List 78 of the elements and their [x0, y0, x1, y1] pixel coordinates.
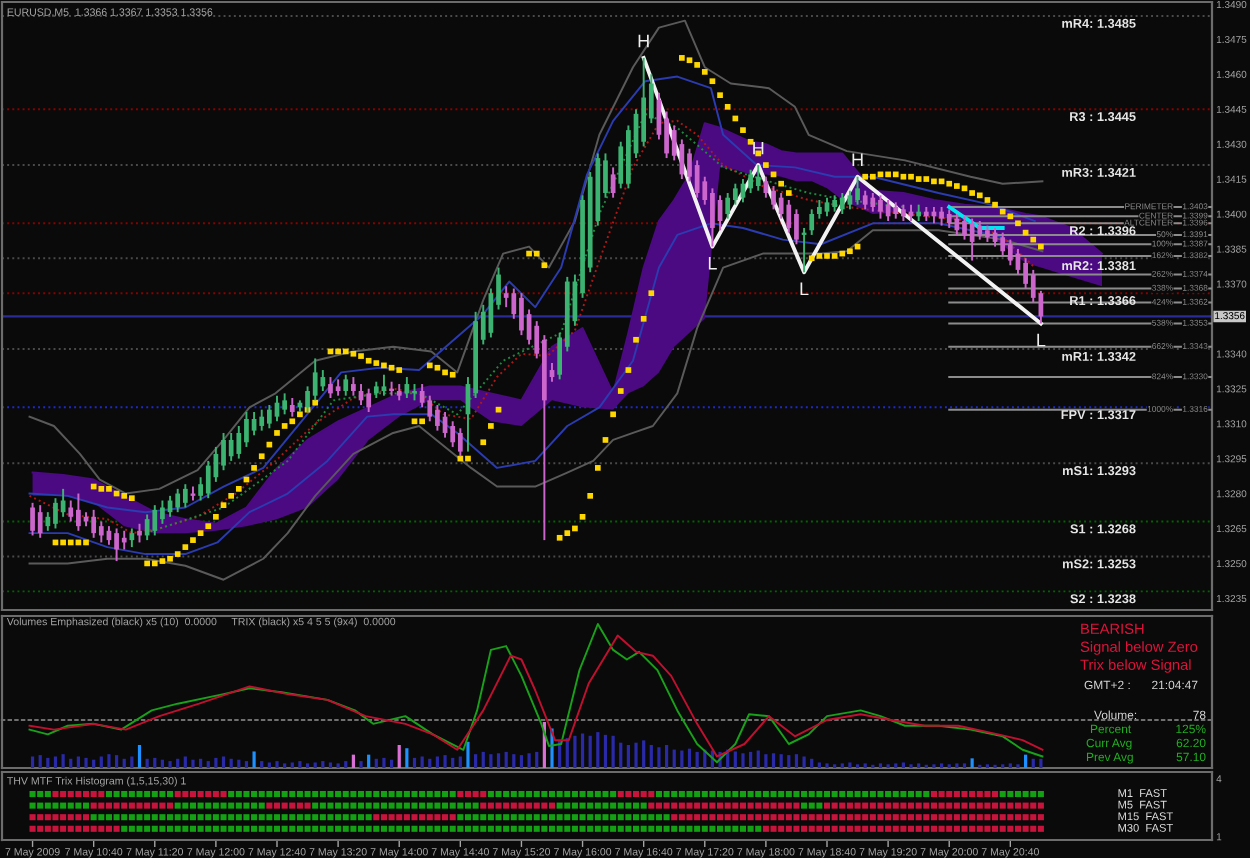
candlestick: [244, 411, 249, 448]
candlestick: [855, 175, 860, 206]
candlestick: [266, 404, 272, 430]
candlestick: [732, 182, 738, 206]
candlestick: [129, 527, 135, 549]
annotation: H: [852, 153, 863, 167]
candlestick: [30, 501, 35, 537]
candlestick: [519, 292, 524, 337]
candlestick: [98, 520, 104, 544]
candlestick: [969, 217, 975, 262]
candlestick: [282, 392, 288, 416]
candlestick: [755, 164, 761, 192]
candlestick: [710, 187, 715, 248]
candlestick: [121, 529, 127, 551]
candlestick: [939, 206, 944, 227]
candlestick: [144, 513, 150, 542]
candlestick: [175, 487, 181, 514]
candlestick: [962, 215, 967, 241]
candlestick: [160, 499, 165, 525]
candlestick: [748, 168, 753, 194]
line-series: [641, 55, 1043, 326]
candlestick: [878, 194, 883, 220]
candlestick: [366, 387, 372, 413]
candlestick: [809, 208, 815, 236]
candlestick: [450, 420, 456, 448]
candlestick: [435, 404, 440, 432]
candlestick: [847, 189, 853, 211]
candlestick: [320, 369, 326, 392]
candlestick: [870, 192, 876, 213]
annotation: H: [753, 141, 764, 155]
candlestick: [404, 376, 410, 399]
candlestick: [794, 208, 799, 246]
candlestick: [771, 185, 776, 211]
candlestick: [1023, 257, 1028, 290]
candlestick: [419, 383, 425, 409]
annotation: L: [708, 256, 717, 270]
candlestick: [427, 394, 433, 423]
candlestick: [862, 189, 868, 211]
candlestick: [694, 159, 700, 199]
candlestick: [76, 492, 81, 532]
candlestick: [824, 196, 830, 218]
candlestick: [954, 213, 960, 236]
annotation: L: [1037, 333, 1046, 347]
candlestick: [152, 504, 158, 537]
candlestick: [45, 511, 51, 532]
annotation: H: [638, 34, 649, 48]
candlestick: [289, 397, 295, 418]
candlestick: [182, 483, 188, 509]
candlestick: [946, 208, 952, 229]
candlestick: [1007, 238, 1013, 267]
candlestick: [114, 527, 119, 563]
candlestick: [786, 199, 792, 234]
candlestick: [221, 431, 226, 472]
candlestick: [725, 192, 731, 220]
candlestick: [37, 504, 43, 539]
candlestick: [977, 220, 983, 241]
candlestick: [312, 357, 318, 402]
candlestick: [328, 376, 333, 399]
candlestick: [457, 427, 463, 458]
candlestick: [1000, 231, 1006, 257]
candlestick: [778, 192, 784, 220]
candlestick: [91, 508, 97, 539]
candlestick: [839, 192, 845, 215]
candlestick: [53, 497, 58, 530]
annotation: L: [800, 282, 809, 296]
candlestick: [137, 522, 142, 544]
candlestick: [259, 408, 265, 432]
candlestick: [381, 373, 387, 397]
candlestick: [641, 56, 647, 148]
candlestick: [816, 199, 822, 220]
candlestick: [343, 373, 349, 397]
candlestick: [503, 285, 509, 309]
candlestick: [205, 459, 211, 500]
candlestick: [679, 138, 685, 181]
candlestick: [68, 499, 74, 523]
candlestick: [351, 376, 356, 397]
candlestick: [236, 425, 242, 460]
candlestick: [228, 431, 234, 462]
